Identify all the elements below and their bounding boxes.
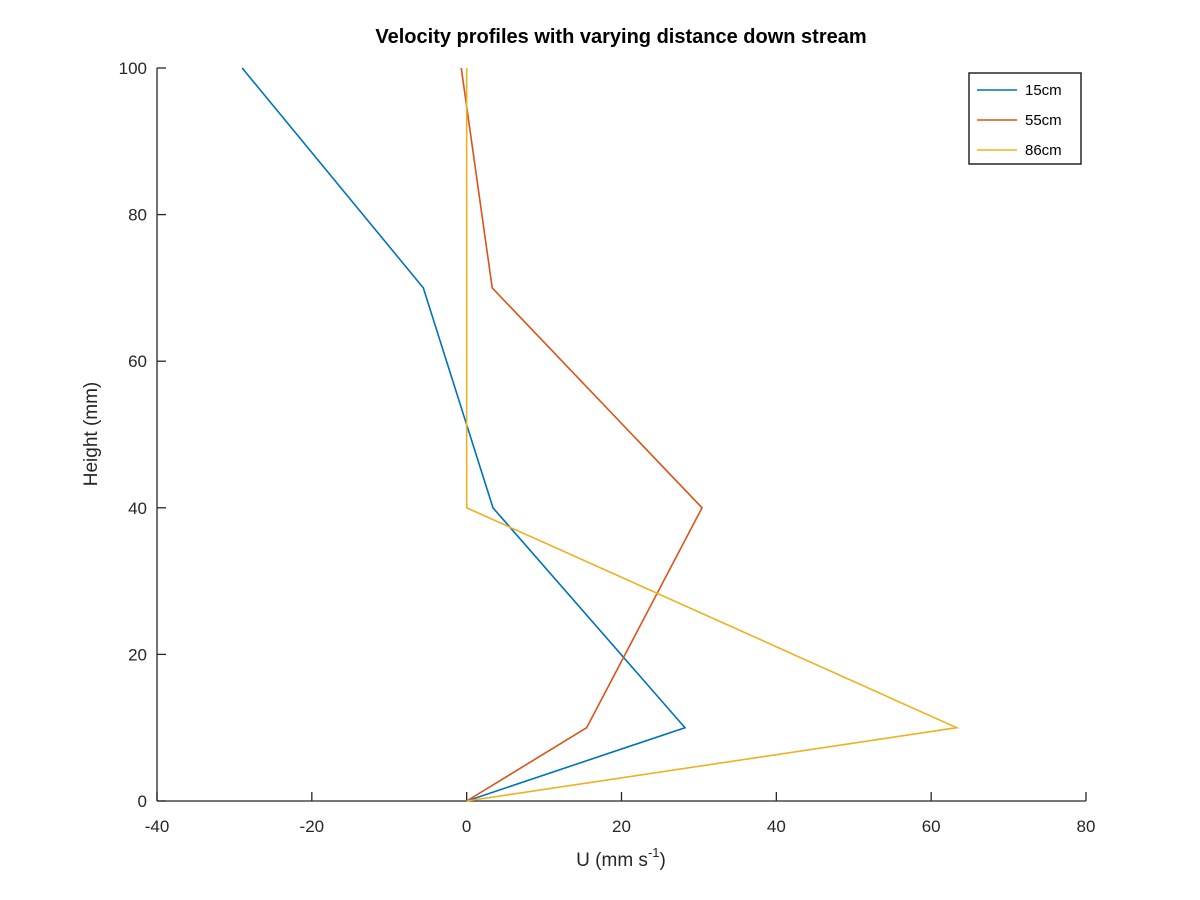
series-line-86cm (465, 68, 960, 802)
x-tick-label: 20 (612, 817, 631, 836)
x-axis-label: U (mm s-1) (576, 845, 666, 871)
x-tick-label: 40 (767, 817, 786, 836)
y-tick-label: 0 (138, 792, 147, 811)
legend-box (968, 72, 1082, 165)
legend: 15cm 55cm 86cm (968, 72, 1082, 165)
y-tick-label: 100 (119, 59, 147, 78)
x-axis-label-superscript: -1 (648, 845, 660, 860)
x-tick-label: -40 (145, 817, 170, 836)
series-line-55cm (460, 67, 703, 802)
x-axis-label-base: U (mm s (576, 850, 648, 871)
x-tick-label: -20 (300, 817, 325, 836)
y-axis-label: Height (mm) (81, 382, 102, 487)
legend-label-55cm: 55cm (1025, 112, 1062, 129)
y-tick-label: 80 (128, 206, 147, 225)
series-line-15cm (241, 67, 687, 802)
y-tick-label: 60 (128, 352, 147, 371)
plot-area: -40 -20 0 20 40 60 80 0 20 40 60 80 100 (119, 59, 1096, 836)
x-axis-label-suffix: ) (660, 850, 666, 871)
x-tick-label: 60 (922, 817, 941, 836)
chart-title: Velocity profiles with varying distance … (375, 26, 866, 48)
x-tick-label: 0 (462, 817, 471, 836)
y-tick-label: 20 (128, 645, 147, 664)
x-tick-label: 80 (1077, 817, 1096, 836)
legend-label-86cm: 86cm (1025, 142, 1062, 159)
legend-label-15cm: 15cm (1025, 82, 1062, 99)
y-tick-label: 40 (128, 499, 147, 518)
